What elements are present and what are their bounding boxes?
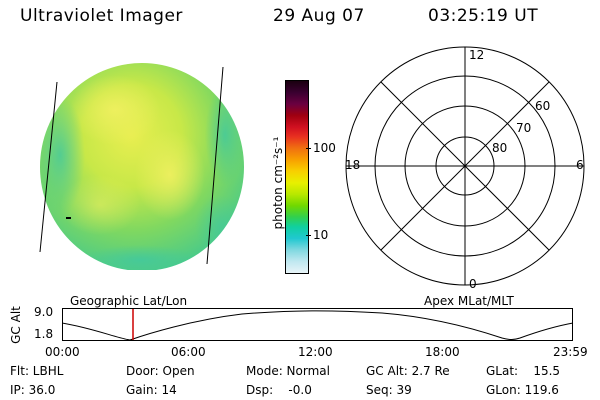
info-seq: Seq: 39: [366, 383, 412, 397]
colorbar: [285, 80, 309, 274]
info-gain: Gain: 14: [126, 383, 177, 397]
orbit-axis-title: GC Alt: [9, 306, 23, 344]
info-flt: Flt: LBHL: [10, 364, 64, 378]
lat-label-60: 60: [535, 99, 550, 113]
orbit-right-label: Apex MLat/MLT: [424, 294, 514, 308]
uv-disk-image[interactable]: [30, 55, 260, 270]
colorbar-tick-mark-10: [306, 235, 311, 236]
mlt-label-6: 6: [576, 158, 584, 172]
orbit-x-tick-1800: 18:00: [425, 345, 460, 359]
date-label: 29 Aug 07: [273, 6, 365, 26]
polar-grid[interactable]: 12 18 6 0 60 70 80: [336, 46, 596, 291]
orbit-y-tick-1-8: 1.8: [34, 327, 54, 341]
orbit-left-label: Geographic Lat/Lon: [70, 294, 188, 308]
disk-artifact: [66, 217, 71, 219]
colorbar-tick-mark-100: [306, 148, 311, 149]
app-title: Ultraviolet Imager: [20, 6, 183, 26]
orbit-plot-frame: [62, 308, 573, 341]
time-label: 03:25:19 UT: [428, 6, 539, 26]
lat-label-80: 80: [492, 141, 507, 155]
info-glat: GLat: 15.5: [486, 364, 561, 378]
lat-label-70: 70: [516, 121, 531, 135]
colorbar-tick-10: 10: [313, 228, 329, 242]
orbit-x-tick-0000: 00:00: [45, 345, 80, 359]
orbit-x-tick-0600: 06:00: [171, 345, 206, 359]
mlt-label-0: 0: [469, 277, 477, 291]
mlt-label-12: 12: [469, 48, 484, 62]
info-mode: Mode: Normal: [246, 364, 330, 378]
orbit-altitude-curve: [62, 310, 574, 341]
colorbar-tick-100: 100: [313, 141, 336, 155]
orbit-plot[interactable]: [62, 308, 574, 342]
info-ip: IP: 36.0: [10, 383, 56, 397]
scan-boundary-left: [39, 81, 58, 253]
colorbar-unit-label: photon cm⁻²s⁻¹: [271, 136, 285, 230]
info-gc-alt: GC Alt: 2.7 Re: [366, 364, 450, 378]
info-glon: GLon: 119.6: [486, 383, 559, 397]
scan-boundary-right: [206, 66, 224, 265]
orbit-x-tick-1200: 12:00: [298, 345, 333, 359]
polar-grid-lines: [345, 46, 585, 286]
colorbar-gradient: [286, 81, 308, 273]
mlt-label-18: 18: [345, 158, 360, 172]
orbit-x-tick-2359: 23:59: [553, 345, 588, 359]
info-dsp: Dsp: -0.0: [246, 383, 312, 397]
info-door: Door: Open: [126, 364, 195, 378]
orbit-y-tick-9: 9.0: [34, 305, 54, 319]
